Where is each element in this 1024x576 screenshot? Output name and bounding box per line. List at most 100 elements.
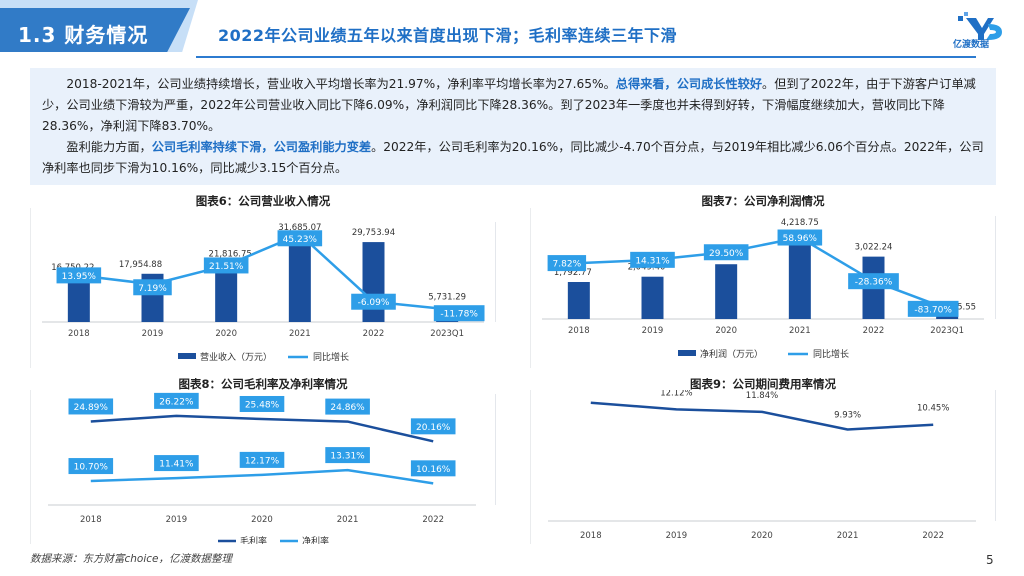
x-tick-label: 2018 — [68, 329, 90, 339]
legend-line-label: 同比增长 — [813, 348, 849, 360]
bar-value-label: 125.55 — [946, 302, 976, 312]
series-value-label: 12.17% — [245, 456, 280, 466]
x-tick-label: 2022 — [922, 531, 944, 541]
x-tick-label: 2019 — [142, 329, 164, 339]
growth-label-bg — [133, 279, 172, 296]
bar — [641, 276, 664, 319]
series-line — [90, 468, 434, 485]
growth-label-bg — [56, 267, 102, 284]
section-tab-accent — [0, 0, 198, 52]
header-divider — [196, 56, 976, 58]
x-tick-label: 2018 — [80, 515, 102, 525]
x-tick-label: 2021 — [789, 326, 811, 336]
bar-value-label: 5,731.29 — [428, 293, 466, 303]
series-value-label: 9.93% — [834, 411, 861, 421]
series-value-label: 11.84% — [746, 391, 778, 401]
bar — [67, 277, 90, 322]
series-value-label-bg — [154, 392, 199, 409]
series-value-label-bg — [68, 398, 114, 415]
x-tick-label: 2021 — [289, 329, 311, 339]
slide-header: 1.3 财务情况 2022年公司业绩五年以来首度出现下滑；毛利率连续三年下滑 亿… — [0, 0, 1024, 58]
growth-label: -83.70% — [914, 305, 952, 315]
chart8-title: 图表8：公司毛利率及净利率情况 — [178, 377, 348, 391]
chart-net-profit: 1,792.7720182,049.4020192,654.0420204,21… — [530, 208, 996, 368]
x-tick-label: 2020 — [751, 531, 773, 541]
bar — [288, 236, 311, 322]
slide-title: 2022年公司业绩五年以来首度出现下滑；毛利率连续三年下滑 — [218, 26, 678, 45]
chart9-title: 图表9：公司期间费用率情况 — [689, 377, 836, 391]
growth-label: 13.95% — [62, 272, 97, 282]
legend-bar-swatch — [178, 353, 196, 359]
bar — [362, 242, 385, 322]
summary-box: 2018-2021年，公司业绩持续增长，营业收入平均增长率为21.97%，净利率… — [30, 68, 996, 185]
series-value-label-bg — [410, 460, 456, 477]
series-value-label-bg — [325, 447, 370, 464]
bar-value-label: 21,816.75 — [209, 249, 252, 259]
growth-label: -28.36% — [855, 278, 893, 288]
series-value-label-bg — [68, 458, 114, 475]
series-line — [590, 401, 934, 431]
series-value-label: 12.83% — [575, 390, 607, 392]
chart6-title: 图表6：公司营业收入情况 — [195, 194, 331, 208]
x-tick-label: 2020 — [215, 329, 237, 339]
growth-label: 7.82% — [553, 260, 582, 270]
growth-label-bg — [351, 293, 396, 310]
bar — [788, 231, 811, 319]
growth-label: 29.50% — [709, 249, 744, 259]
growth-label-bg — [203, 257, 249, 274]
series-value-label: 10.70% — [74, 463, 109, 473]
growth-label-bg — [277, 230, 323, 247]
bar-value-label: 29,753.94 — [352, 228, 395, 238]
bar-value-label: 1,792.77 — [554, 268, 592, 278]
x-tick-label: 2019 — [166, 515, 188, 525]
legend-label: 净利率 — [302, 535, 329, 544]
company-logo-icon — [958, 12, 1002, 40]
series-value-label: 11.41% — [159, 460, 194, 470]
growth-label: 58.96% — [783, 234, 818, 244]
series-line — [90, 414, 434, 443]
x-tick-label: 2020 — [251, 515, 273, 525]
x-tick-label: 2018 — [580, 531, 602, 541]
series-value-label: 25.48% — [245, 400, 280, 410]
series-value-label-bg — [239, 451, 285, 468]
growth-label-bg — [848, 273, 899, 290]
x-tick-label: 2021 — [837, 531, 859, 541]
bar-value-label: 31,685.07 — [278, 223, 321, 233]
summary-highlight: 公司毛利率持续下滑，公司盈利能力变差 — [151, 140, 372, 154]
x-tick-label: 2019 — [642, 326, 664, 336]
chart7-title: 图表7：公司净利润情况 — [701, 194, 825, 208]
growth-label-bg — [547, 255, 587, 272]
summary-highlight: 总得来看，公司成长性较好 — [615, 77, 763, 91]
growth-label-bg — [777, 229, 823, 246]
growth-label-bg — [630, 251, 675, 268]
growth-label-bg — [433, 305, 485, 322]
bar — [936, 316, 959, 319]
legend-label: 毛利率 — [240, 535, 267, 544]
legend-line-label: 同比增长 — [313, 351, 349, 363]
summary-paragraph-2: 盈利能力方面，公司毛利率持续下滑，公司盈利能力变差。2022年，公司毛利率为20… — [42, 137, 984, 179]
series-value-label: 12.12% — [660, 390, 692, 398]
bar — [715, 264, 738, 319]
x-tick-label: 2020 — [715, 326, 737, 336]
bar — [567, 282, 590, 319]
growth-label: -11.78% — [440, 310, 478, 320]
summary-paragraph-1: 2018-2021年，公司业绩持续增长，营业收入平均增长率为21.97%，净利率… — [42, 74, 984, 137]
series-value-label: 13.31% — [330, 452, 365, 462]
summary-text: 。2022年，公司毛利率为20.16%，同比减少-4.70个百分点，与2019年… — [42, 140, 984, 175]
growth-label: 7.19% — [138, 284, 167, 294]
legend-bar-label: 营业收入（万元） — [200, 351, 272, 363]
series-value-label: 20.16% — [416, 423, 451, 433]
series-value-label-bg — [239, 395, 285, 412]
chart-revenue: 16,750.22201817,954.88201921,816.7520203… — [30, 208, 496, 368]
series-value-label-bg — [154, 455, 199, 472]
logo-text: 亿渡数据 — [953, 40, 990, 50]
section-tab — [0, 8, 190, 52]
legend-bar-swatch — [678, 350, 696, 356]
growth-label: 45.23% — [283, 235, 318, 245]
bar-value-label: 3,022.24 — [855, 243, 893, 253]
x-tick-label: 2021 — [337, 515, 359, 525]
series-value-label-bg — [325, 398, 370, 415]
growth-label: 14.31% — [635, 256, 670, 266]
summary-text: 盈利能力方面， — [66, 140, 152, 154]
bar-value-label: 17,954.88 — [119, 260, 162, 270]
